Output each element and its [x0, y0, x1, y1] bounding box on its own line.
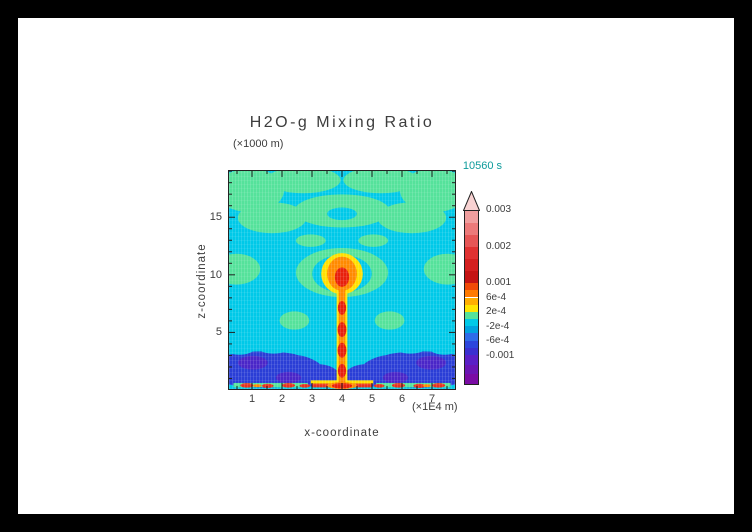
heatmap-shape [399, 171, 455, 213]
colorbar-label: 0.001 [486, 276, 512, 288]
y-axis-title: z-coordinate [196, 243, 208, 319]
heatmap-shape [423, 253, 455, 285]
colorbar-segment [465, 319, 478, 327]
colorbar-segment [465, 364, 478, 375]
colorbar-segment [465, 374, 478, 384]
x-tick-label: 1 [248, 393, 256, 405]
x-tick-label: 3 [308, 393, 316, 405]
colorbar-segment [465, 304, 478, 312]
heatmap-shape [240, 383, 254, 388]
x-tick-label: 2 [278, 393, 286, 405]
heatmap-shape [374, 311, 405, 330]
heatmap-shape [334, 267, 350, 287]
colorbar-segment [465, 247, 478, 260]
heatmap-shape [253, 384, 262, 388]
colorbar-segment [465, 259, 478, 272]
x-tick-label: 6 [398, 393, 406, 405]
colorbar-label: 2e-4 [486, 306, 507, 318]
colorbar-segment [465, 290, 478, 298]
heatmap-shape [364, 343, 395, 356]
x-tick-label: 7 [428, 393, 436, 405]
colorbar-segment [465, 326, 478, 334]
colorbar-segment [465, 355, 478, 365]
x-axis-unit-label: (×1E4 m) [412, 401, 458, 413]
colorbar-segment [465, 340, 478, 349]
heatmap-shape [337, 301, 347, 315]
heatmap-shape [343, 171, 418, 194]
heatmap-shape [376, 382, 451, 388]
colorbar-segment [465, 283, 478, 291]
heatmap-shape [373, 383, 385, 388]
heatmap-shape [327, 207, 357, 221]
heatmap-shape [331, 383, 353, 389]
x-axis-title: x-coordinate [304, 427, 380, 439]
heatmap-shape [416, 355, 447, 370]
colorbar-segment [465, 235, 478, 248]
y-tick-label: 5 [215, 326, 222, 339]
colorbar-label: 0.002 [486, 240, 512, 252]
chart-title: H2O-g Mixing Ratio [249, 114, 435, 131]
heatmap-shape [413, 383, 426, 388]
heatmap-shape [358, 234, 389, 247]
heatmap-shape [422, 384, 431, 388]
heatmap-shape [229, 342, 255, 355]
colorbar-label: -2e-4 [486, 320, 510, 332]
colorbar-label: -6e-4 [486, 335, 510, 347]
heatmap-plot [228, 170, 456, 390]
y-tick-label: 10 [209, 268, 222, 281]
colorbar-overflow-arrow-icon [463, 191, 480, 211]
colorbar-segment [465, 211, 478, 224]
heatmap-shape [429, 342, 455, 355]
timestamp-label: 10560 s [462, 160, 502, 172]
heatmap-shape [338, 287, 346, 389]
colorbar [464, 210, 479, 385]
x-tick-label: 4 [338, 393, 346, 405]
heatmap-shape [279, 311, 310, 330]
colorbar-segment [465, 271, 478, 284]
colorbar-segment [465, 223, 478, 236]
colorbar-segment [465, 333, 478, 341]
heatmap-shape [337, 322, 347, 338]
colorbar-label: -0.001 [486, 349, 515, 361]
heatmap-shape [266, 171, 341, 194]
heatmap-shape [275, 371, 301, 384]
heatmap-shape [289, 343, 320, 356]
heatmap-shape [377, 202, 447, 234]
heatmap-shape [337, 363, 347, 378]
heatmap-canvas [229, 171, 455, 389]
x-tick-label: 5 [368, 393, 376, 405]
colorbar-segment [465, 311, 478, 320]
y-axis-unit-label: (×1000 m) [233, 138, 284, 150]
heatmap-shape [261, 383, 274, 388]
heatmap-shape [295, 234, 326, 247]
colorbar-label: 6e-4 [486, 291, 507, 303]
heatmap-shape [237, 202, 307, 234]
heatmap-shape [383, 371, 409, 384]
heatmap-shape [281, 383, 296, 388]
colorbar-label: 0.003 [486, 204, 512, 215]
y-tick-label: 15 [209, 211, 222, 224]
colorbar-segment [465, 297, 478, 305]
heatmap-shape [237, 355, 268, 370]
heatmap-shape [391, 383, 406, 388]
heatmap-shape [229, 253, 261, 285]
heatmap-shape [257, 339, 290, 354]
colorbar-segment [465, 348, 478, 356]
heatmap-shape [432, 383, 446, 388]
heatmap-shape [337, 342, 347, 358]
heatmap-shape [394, 339, 427, 354]
heatmap-shape [299, 383, 311, 388]
